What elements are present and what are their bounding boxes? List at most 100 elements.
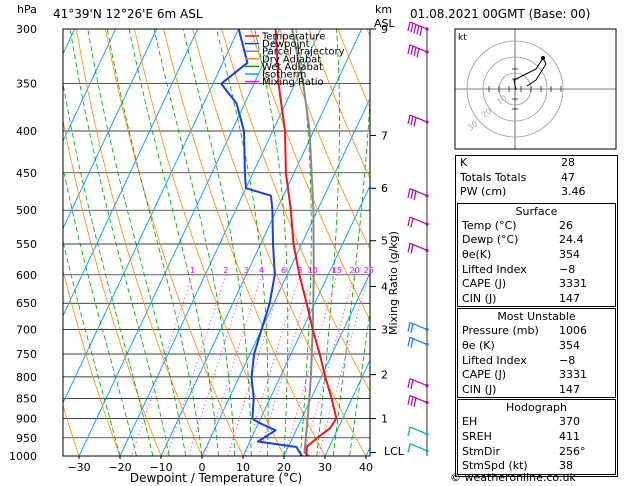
temp-tick-label: 30: [318, 461, 332, 474]
asl-label: ASL: [374, 17, 396, 30]
wet-adiabat: [63, 81, 154, 456]
wet-adiabat: [128, 29, 219, 456]
pressure-tick-label: 600: [16, 269, 37, 282]
legend-label: Mixing Ratio: [262, 77, 324, 88]
isotherm: [242, 184, 370, 456]
dry-adiabat: [308, 29, 370, 180]
wind-barb: [407, 336, 429, 348]
temp-tick-label: 10: [236, 461, 250, 474]
mixing-ratio-label: 2: [223, 266, 228, 275]
mixing-ratio-label: 6: [281, 266, 286, 275]
dry-adiabat: [279, 29, 370, 250]
dry-adiabat: [63, 118, 162, 456]
wind-barb: [407, 188, 429, 201]
wet-adiabat: [87, 29, 186, 456]
pressure-tick-label: 300: [16, 23, 37, 36]
isotherm: [160, 29, 363, 456]
legend-label: Parcel Trajectory: [262, 47, 345, 58]
temp-tick-label: 0: [199, 461, 206, 474]
dry-adiabat: [63, 404, 80, 456]
mixing-ratio-line: [166, 274, 227, 456]
dry-adiabat: [63, 268, 121, 456]
hodograph-unit: kt: [458, 33, 467, 43]
dry-adiabat: [105, 29, 244, 456]
location-label: 41°39'N 12°26'E 6m ASL: [53, 7, 203, 21]
wind-barb: [407, 216, 429, 228]
wet-adiabat: [106, 29, 203, 456]
km-tick-label: 2: [381, 369, 388, 382]
hpa-label: hPa: [17, 3, 37, 16]
temp-tick-label: −20: [108, 461, 131, 474]
dry-adiabat: [76, 29, 203, 456]
plot-frame: [62, 28, 371, 457]
legend-label: Temperature: [261, 32, 325, 43]
legend-label: Wet Adiabat: [262, 62, 323, 73]
wind-barb: [407, 114, 429, 127]
wind-barbs: [407, 21, 429, 456]
mixing-ratio-labels: 1 2 3 4 6 8 10 15 20 25: [190, 266, 374, 275]
pressure-tick-label: 700: [16, 324, 37, 337]
datetime-label: 01.08.2021 00GMT (Base: 00): [410, 7, 590, 21]
wind-barb: [407, 21, 429, 36]
hodograph-table-panel: Hodograph EH 370 SREH 411 StmDir 256° StmSp…: [457, 399, 616, 475]
km-label: km: [375, 3, 392, 16]
mixing-ratio-label: 1: [190, 266, 195, 275]
height-axis: 9 7 6 5 4 3 2 1: [370, 23, 388, 453]
pressure-tick-label: 900: [16, 413, 37, 426]
wind-barb: [407, 321, 429, 333]
mixing-ratio-label: 4: [259, 266, 264, 275]
pressure-tick-label: 850: [16, 392, 37, 405]
legend-label: Dry Adiabat: [262, 54, 321, 65]
wet-adiabat: [332, 95, 370, 456]
mixing-ratio-label: 10: [308, 266, 318, 275]
background-lines: [63, 29, 370, 456]
profiles: [220, 29, 338, 456]
index-row-k: K 28: [460, 156, 575, 169]
wet-adiabat: [254, 29, 289, 456]
pressure-tick-label: 400: [16, 125, 37, 138]
mixing-ratio-label: 15: [332, 266, 342, 275]
km-tick-label: 6: [381, 182, 388, 195]
dry-adiabat: [221, 29, 370, 393]
dry-adiabat: [134, 29, 285, 456]
lcl-label: LCL: [384, 445, 405, 458]
pressure-tick-label: 350: [16, 78, 37, 91]
mixing-ratio-line: [204, 274, 262, 456]
wet-adiabat: [69, 29, 170, 456]
mixing-ratio-axis-title: Mixing Ratio (g/kg): [387, 231, 400, 335]
isotherm: [324, 359, 370, 456]
isotherm: [63, 29, 199, 317]
wet-adiabat: [182, 29, 252, 456]
km-tick-label: 5: [381, 235, 388, 248]
km-tick-label: 4: [381, 281, 388, 294]
dry-adiabat: [192, 29, 367, 456]
copyright-text: © weatheronline.co.uk: [450, 471, 576, 484]
mixing-ratio-line: [227, 274, 284, 456]
temperature-axis: −30 −20 −10 0 10 20 30 40: [67, 456, 373, 474]
parcel-trajectory-line: [291, 29, 315, 456]
pressure-axis: 300 350 400 450 500 550 600 650 700 750 800 850 900 9…: [9, 23, 37, 463]
x-axis-title: Dewpoint / Temperature (°C): [130, 471, 302, 485]
km-tick-label: 9: [381, 23, 388, 36]
isotherm: [63, 29, 158, 230]
dewpoint-line: [220, 29, 303, 456]
hodo-ring-30: [466, 40, 564, 138]
mixing-ratio-label: 20: [350, 266, 360, 275]
dry-adiabat: [163, 29, 326, 456]
wind-barb: [407, 426, 429, 437]
km-tick-label: 1: [381, 413, 388, 426]
temp-tick-label: −30: [67, 461, 90, 474]
wet-adiabat: [216, 29, 269, 456]
indices-panel: K 28 Totals Totals 47 PW (cm) 3.46 Surface …: [455, 155, 618, 477]
pressure-tick-label: 800: [16, 371, 37, 384]
wet-adiabat: [63, 239, 121, 456]
temp-tick-label: −10: [149, 461, 172, 474]
surface-panel: Surface Temp (°C) 26 Dewp (°C) 24.4 θe(K) 3…: [457, 202, 616, 308]
wind-barb: [407, 443, 429, 453]
pressure-tick-label: 1000: [9, 450, 37, 463]
wet-adiabat: [349, 309, 370, 456]
hodograph-table-title: Hodograph: [506, 401, 567, 415]
pressure-tick-label: 500: [16, 204, 37, 217]
pressure-tick-label: 950: [16, 432, 37, 445]
